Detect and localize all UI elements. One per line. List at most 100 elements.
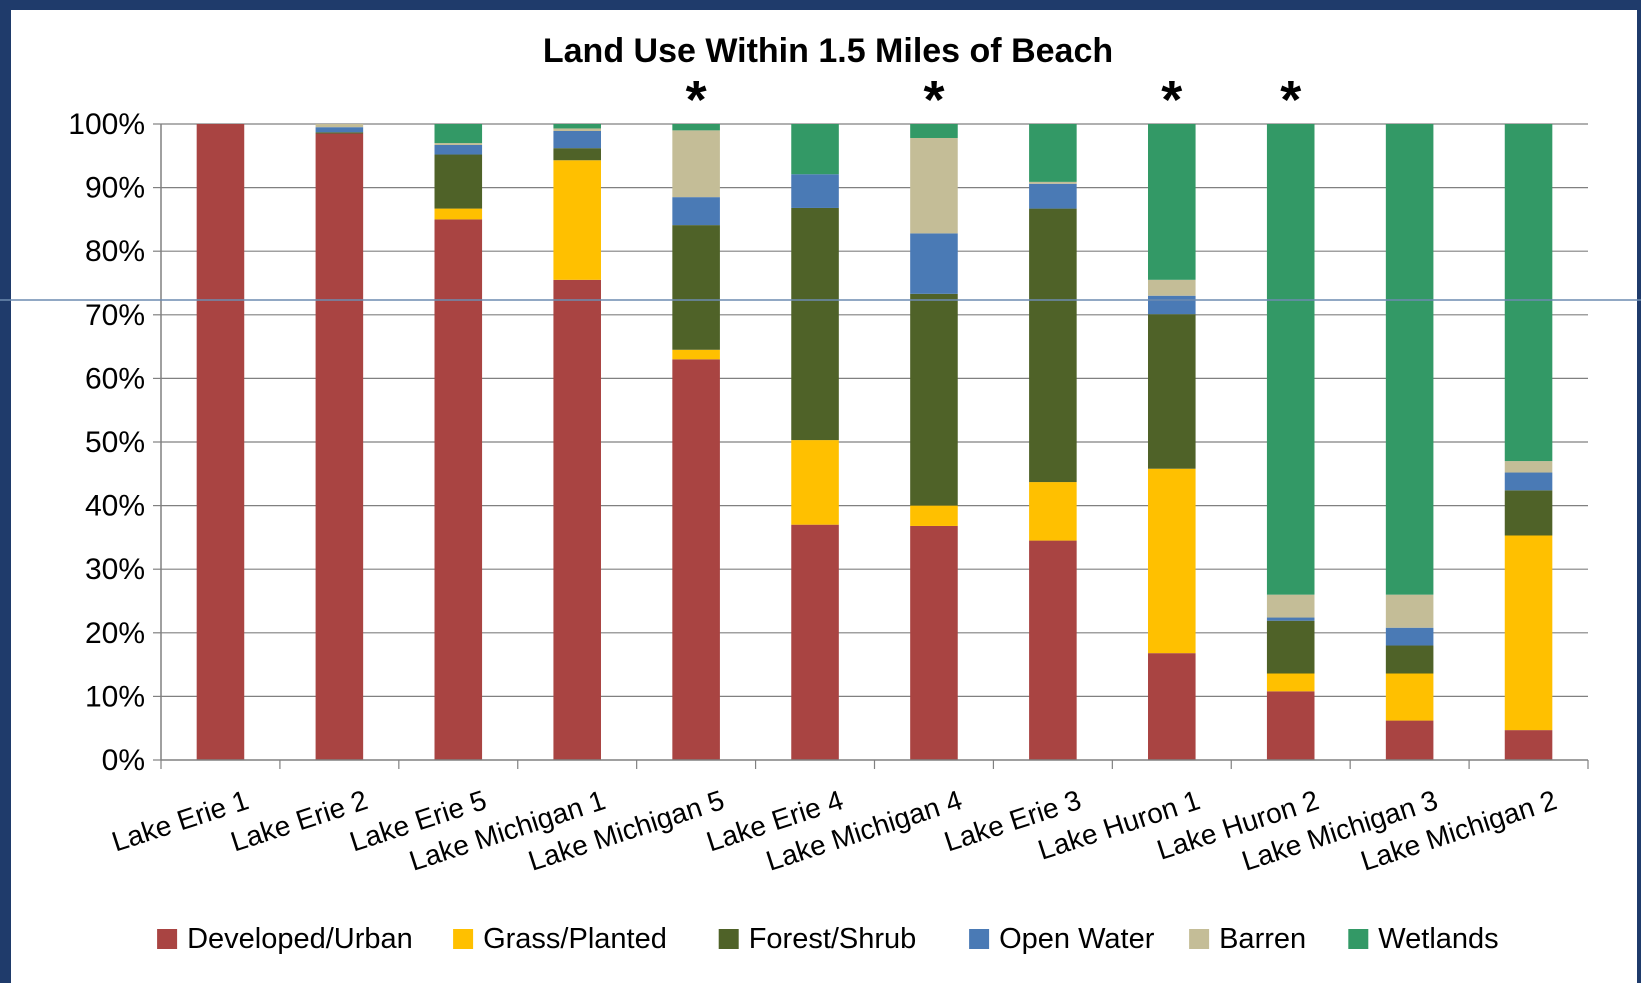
y-tick-label: 10%: [85, 680, 145, 713]
significance-star: *: [686, 70, 707, 130]
bar-segment: [434, 208, 483, 220]
bar-segment: [196, 124, 245, 760]
bar-segment: [553, 130, 601, 149]
bar-segment: [1266, 620, 1315, 674]
y-tick-label: 90%: [85, 172, 145, 205]
bar-segment: [1266, 594, 1315, 618]
y-tick-label: 20%: [85, 617, 145, 650]
legend-swatch: [718, 929, 739, 949]
bar-segment: [910, 293, 958, 506]
bar-segment: [1266, 691, 1315, 760]
bar-segment: [1385, 645, 1434, 674]
significance-star: *: [1161, 70, 1182, 130]
legend-label: Grass/Planted: [483, 923, 667, 955]
bar-segment: [672, 225, 720, 350]
bar-segment: [1029, 208, 1077, 483]
bar-segment: [1385, 124, 1434, 595]
legend-label: Forest/Shrub: [749, 923, 917, 955]
legend: Developed/Urban Grass/Planted Forest/Shrub…: [157, 923, 1499, 955]
bar-segment: [1148, 653, 1196, 760]
bar-segment: [1504, 124, 1553, 462]
legend-label: Developed/Urban: [187, 923, 413, 955]
bar-segment: [672, 130, 720, 198]
bar-segment: [1148, 124, 1196, 280]
significance-star: *: [1280, 70, 1301, 130]
bars: [196, 124, 1553, 761]
significance-star: *: [923, 70, 944, 130]
bar-segment: [1266, 673, 1315, 692]
bar-segment: [434, 219, 483, 760]
bar-segment: [1385, 594, 1434, 628]
bar-segment: [791, 524, 839, 760]
bar-segment: [553, 124, 601, 129]
bar-segment: [1148, 295, 1196, 315]
bar-segment: [553, 279, 601, 760]
bar-segment: [553, 160, 601, 280]
bar-segment: [791, 124, 839, 175]
bar-segment: [315, 124, 364, 128]
bar-segment: [1029, 124, 1077, 182]
bar-segment: [434, 144, 483, 155]
bar-segment: [1148, 468, 1196, 654]
bar-segment: [672, 359, 720, 760]
frame-top-border: [0, 0, 1641, 10]
y-tick-label: 0%: [102, 744, 145, 777]
bar-segment: [1029, 540, 1077, 760]
bar-segment: [672, 124, 720, 131]
y-tick-label: 60%: [85, 362, 145, 395]
bar-segment: [1504, 461, 1553, 473]
bar-segment: [434, 154, 483, 209]
bar-segment: [1385, 720, 1434, 760]
frame-right-border: [1637, 0, 1641, 983]
bar-segment: [1148, 279, 1196, 296]
bar-segment: [1029, 181, 1077, 184]
bar-segment: [434, 143, 483, 145]
legend-label: Open Water: [999, 923, 1155, 955]
chart-title: Land Use Within 1.5 Miles of Beach: [543, 32, 1113, 70]
bar-segment: [315, 133, 364, 761]
bar-segment: [1266, 124, 1315, 595]
bar-segment: [910, 233, 958, 294]
y-tick-label: 40%: [85, 490, 145, 523]
y-tick-labels: 0% 10% 20% 30% 40% 50% 60% 70% 80% 90% 100%: [68, 108, 145, 777]
bar-segment: [672, 349, 720, 360]
bar-segment: [1029, 482, 1077, 541]
significance-markers: * * * *: [686, 70, 1302, 130]
bar-segment: [910, 124, 958, 138]
bar-segment: [1029, 183, 1077, 209]
bar-segment: [791, 174, 839, 208]
legend-swatch: [1348, 929, 1369, 949]
axes: [160, 124, 1589, 769]
bar-segment: [910, 137, 958, 234]
bar-segment: [315, 132, 364, 134]
bar-segment: [1504, 490, 1553, 536]
bar-segment: [1504, 730, 1553, 760]
bar-segment: [553, 128, 601, 131]
legend-label: Wetlands: [1378, 923, 1498, 955]
bar-segment: [910, 525, 958, 760]
bar-segment: [1385, 673, 1434, 721]
y-tick-label: 100%: [68, 108, 145, 141]
x-tick-label: Lake Erie 1: [108, 784, 252, 857]
y-tick-label: 70%: [85, 299, 145, 332]
legend-swatch: [453, 929, 474, 949]
legend-label: Barren: [1219, 923, 1306, 955]
legend-swatch: [1189, 929, 1210, 949]
bar-segment: [791, 207, 839, 441]
bar-segment: [1504, 472, 1553, 491]
bar-segment: [1148, 314, 1196, 469]
bar-segment: [1504, 535, 1553, 731]
legend-swatch: [969, 929, 990, 949]
bar-segment: [1266, 617, 1315, 621]
bar-segment: [1385, 627, 1434, 646]
legend-swatch: [157, 929, 178, 949]
bar-segment: [553, 148, 601, 161]
y-tick-label: 50%: [85, 426, 145, 459]
bar-segment: [434, 124, 483, 144]
frame-left-border: [0, 0, 11, 983]
gridlines: [153, 123, 1588, 761]
bar-segment: [910, 505, 958, 526]
y-tick-label: 80%: [85, 235, 145, 268]
